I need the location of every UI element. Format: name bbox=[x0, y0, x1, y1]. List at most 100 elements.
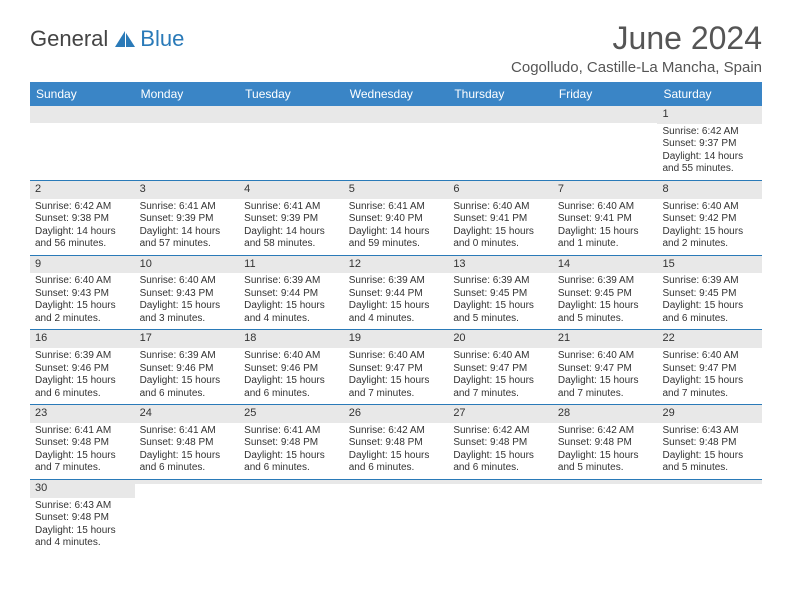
day-sunrise: Sunrise: 6:40 AM bbox=[244, 350, 339, 363]
day-sunrise: Sunrise: 6:41 AM bbox=[140, 201, 235, 214]
day-number bbox=[135, 106, 240, 123]
day-sunset: Sunset: 9:43 PM bbox=[140, 288, 235, 301]
day-number bbox=[344, 480, 449, 484]
day-sunset: Sunset: 9:44 PM bbox=[244, 288, 339, 301]
day-daylight2: and 6 minutes. bbox=[140, 462, 235, 475]
day-daylight1: Daylight: 15 hours bbox=[558, 450, 653, 463]
day-sunrise: Sunrise: 6:40 AM bbox=[662, 350, 757, 363]
day-details: Sunrise: 6:40 AMSunset: 9:43 PMDaylight:… bbox=[135, 273, 240, 329]
day-daylight2: and 6 minutes. bbox=[349, 462, 444, 475]
day-daylight2: and 2 minutes. bbox=[662, 238, 757, 251]
day-daylight1: Daylight: 15 hours bbox=[453, 375, 548, 388]
day-sunset: Sunset: 9:38 PM bbox=[35, 213, 130, 226]
week-row: 23Sunrise: 6:41 AMSunset: 9:48 PMDayligh… bbox=[30, 405, 762, 480]
day-daylight2: and 55 minutes. bbox=[662, 163, 757, 176]
day-daylight2: and 5 minutes. bbox=[558, 313, 653, 326]
logo-sail-icon bbox=[114, 30, 136, 48]
day-details: Sunrise: 6:39 AMSunset: 9:44 PMDaylight:… bbox=[344, 273, 449, 329]
day-number: 11 bbox=[239, 256, 344, 274]
day-cell: 3Sunrise: 6:41 AMSunset: 9:39 PMDaylight… bbox=[135, 181, 240, 255]
day-cell-empty bbox=[239, 106, 344, 180]
calendar: SundayMondayTuesdayWednesdayThursdayFrid… bbox=[30, 82, 762, 554]
day-number bbox=[553, 106, 658, 123]
day-number bbox=[30, 106, 135, 123]
day-number: 22 bbox=[657, 330, 762, 348]
day-daylight1: Daylight: 15 hours bbox=[35, 525, 130, 538]
day-daylight1: Daylight: 14 hours bbox=[349, 226, 444, 239]
day-daylight1: Daylight: 14 hours bbox=[244, 226, 339, 239]
day-daylight1: Daylight: 15 hours bbox=[453, 300, 548, 313]
day-daylight2: and 0 minutes. bbox=[453, 238, 548, 251]
day-cell-empty bbox=[553, 480, 658, 554]
week-row: 16Sunrise: 6:39 AMSunset: 9:46 PMDayligh… bbox=[30, 330, 762, 405]
week-row: 9Sunrise: 6:40 AMSunset: 9:43 PMDaylight… bbox=[30, 256, 762, 331]
day-sunset: Sunset: 9:42 PM bbox=[662, 213, 757, 226]
day-cell: 19Sunrise: 6:40 AMSunset: 9:47 PMDayligh… bbox=[344, 330, 449, 404]
day-number: 3 bbox=[135, 181, 240, 199]
day-daylight1: Daylight: 15 hours bbox=[349, 300, 444, 313]
day-number: 21 bbox=[553, 330, 658, 348]
weekday-header: Sunday bbox=[30, 82, 135, 106]
day-sunrise: Sunrise: 6:43 AM bbox=[662, 425, 757, 438]
day-sunset: Sunset: 9:39 PM bbox=[140, 213, 235, 226]
month-title: June 2024 bbox=[511, 20, 762, 57]
day-details: Sunrise: 6:40 AMSunset: 9:41 PMDaylight:… bbox=[553, 199, 658, 255]
day-sunset: Sunset: 9:46 PM bbox=[140, 363, 235, 376]
day-cell-empty bbox=[239, 480, 344, 554]
day-daylight2: and 5 minutes. bbox=[558, 462, 653, 475]
day-number bbox=[344, 106, 449, 123]
day-daylight2: and 4 minutes. bbox=[35, 537, 130, 550]
day-sunset: Sunset: 9:48 PM bbox=[558, 437, 653, 450]
day-sunset: Sunset: 9:47 PM bbox=[453, 363, 548, 376]
day-details: Sunrise: 6:42 AMSunset: 9:37 PMDaylight:… bbox=[657, 124, 762, 180]
day-details: Sunrise: 6:39 AMSunset: 9:46 PMDaylight:… bbox=[30, 348, 135, 404]
day-number bbox=[135, 480, 240, 484]
day-cell-empty bbox=[135, 480, 240, 554]
day-number: 9 bbox=[30, 256, 135, 274]
day-sunset: Sunset: 9:47 PM bbox=[349, 363, 444, 376]
day-sunrise: Sunrise: 6:40 AM bbox=[558, 201, 653, 214]
day-daylight2: and 7 minutes. bbox=[453, 388, 548, 401]
day-daylight2: and 7 minutes. bbox=[558, 388, 653, 401]
logo: General Blue bbox=[30, 26, 184, 52]
day-number: 16 bbox=[30, 330, 135, 348]
day-cell: 12Sunrise: 6:39 AMSunset: 9:44 PMDayligh… bbox=[344, 256, 449, 330]
day-details: Sunrise: 6:40 AMSunset: 9:47 PMDaylight:… bbox=[553, 348, 658, 404]
day-number: 20 bbox=[448, 330, 553, 348]
day-sunrise: Sunrise: 6:42 AM bbox=[35, 201, 130, 214]
day-number: 28 bbox=[553, 405, 658, 423]
day-daylight1: Daylight: 15 hours bbox=[35, 300, 130, 313]
day-number: 7 bbox=[553, 181, 658, 199]
day-daylight1: Daylight: 15 hours bbox=[140, 375, 235, 388]
day-number: 10 bbox=[135, 256, 240, 274]
day-sunrise: Sunrise: 6:41 AM bbox=[244, 425, 339, 438]
day-cell: 8Sunrise: 6:40 AMSunset: 9:42 PMDaylight… bbox=[657, 181, 762, 255]
day-daylight2: and 1 minute. bbox=[558, 238, 653, 251]
day-daylight2: and 58 minutes. bbox=[244, 238, 339, 251]
day-cell: 18Sunrise: 6:40 AMSunset: 9:46 PMDayligh… bbox=[239, 330, 344, 404]
day-details: Sunrise: 6:39 AMSunset: 9:45 PMDaylight:… bbox=[448, 273, 553, 329]
logo-text-general: General bbox=[30, 26, 108, 52]
day-daylight2: and 6 minutes. bbox=[662, 313, 757, 326]
day-cell: 16Sunrise: 6:39 AMSunset: 9:46 PMDayligh… bbox=[30, 330, 135, 404]
day-daylight1: Daylight: 14 hours bbox=[662, 151, 757, 164]
day-sunset: Sunset: 9:41 PM bbox=[453, 213, 548, 226]
day-sunrise: Sunrise: 6:41 AM bbox=[349, 201, 444, 214]
day-sunrise: Sunrise: 6:41 AM bbox=[244, 201, 339, 214]
day-sunrise: Sunrise: 6:39 AM bbox=[244, 275, 339, 288]
day-daylight1: Daylight: 15 hours bbox=[35, 375, 130, 388]
day-details: Sunrise: 6:39 AMSunset: 9:46 PMDaylight:… bbox=[135, 348, 240, 404]
day-number: 12 bbox=[344, 256, 449, 274]
day-cell-empty bbox=[448, 106, 553, 180]
weekday-header: Friday bbox=[553, 82, 658, 106]
day-details: Sunrise: 6:43 AMSunset: 9:48 PMDaylight:… bbox=[30, 498, 135, 554]
day-cell: 15Sunrise: 6:39 AMSunset: 9:45 PMDayligh… bbox=[657, 256, 762, 330]
day-number: 18 bbox=[239, 330, 344, 348]
day-sunset: Sunset: 9:44 PM bbox=[349, 288, 444, 301]
day-daylight1: Daylight: 15 hours bbox=[35, 450, 130, 463]
day-sunset: Sunset: 9:40 PM bbox=[349, 213, 444, 226]
day-cell: 26Sunrise: 6:42 AMSunset: 9:48 PMDayligh… bbox=[344, 405, 449, 479]
day-details: Sunrise: 6:41 AMSunset: 9:39 PMDaylight:… bbox=[239, 199, 344, 255]
day-cell: 23Sunrise: 6:41 AMSunset: 9:48 PMDayligh… bbox=[30, 405, 135, 479]
day-details: Sunrise: 6:39 AMSunset: 9:45 PMDaylight:… bbox=[657, 273, 762, 329]
